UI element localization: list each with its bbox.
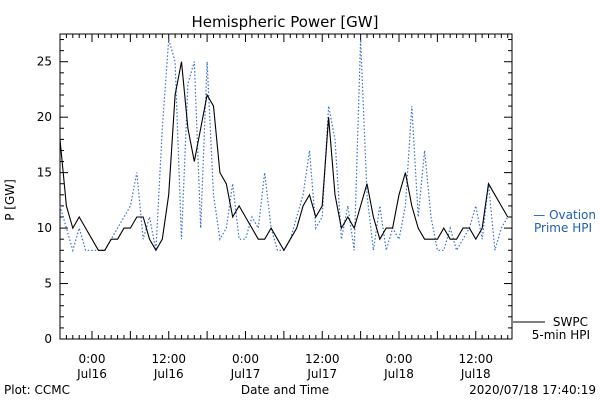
y-axis: 0 5 10 15 20 25 xyxy=(37,39,512,346)
plot-area xyxy=(59,39,509,253)
x-tick-label-date: Jul16 xyxy=(153,367,184,381)
y-tick-label: 15 xyxy=(37,166,52,180)
x-tick-label-date: Jul16 xyxy=(76,367,107,381)
y-axis-label: P [GW] xyxy=(3,179,17,221)
y-tick-label: 0 xyxy=(44,332,52,346)
x-tick-label-time: 0:00 xyxy=(386,352,413,366)
x-tick-label-time: 0:00 xyxy=(79,352,106,366)
series-line-swpc xyxy=(59,61,509,252)
chart-title: Hemispheric Power [GW] xyxy=(192,13,379,31)
y-tick-label: 10 xyxy=(37,221,52,235)
footer-plot-credit: Plot: CCMC xyxy=(4,383,70,397)
x-axis: 0:00Jul1612:00Jul160:00Jul1712:00Jul170:… xyxy=(65,34,509,381)
y-tick-label: 25 xyxy=(37,55,52,69)
footer-timestamp: 2020/07/18 17:40:19 xyxy=(469,383,596,397)
legend-label-ovation-2: Prime HPI xyxy=(534,221,592,235)
x-tick-label-time: 12:00 xyxy=(305,352,340,366)
x-tick-label-date: Jul18 xyxy=(460,367,491,381)
x-tick-label-time: 12:00 xyxy=(151,352,186,366)
x-tick-label-time: 12:00 xyxy=(458,352,493,366)
legend-label-ovation-1: — Ovation xyxy=(533,208,596,222)
plot-frame xyxy=(59,33,513,340)
x-tick-label-date: Jul17 xyxy=(230,367,261,381)
y-tick-label: 5 xyxy=(44,277,52,291)
x-tick-label-date: Jul18 xyxy=(383,367,414,381)
x-tick-label-time: 0:00 xyxy=(232,352,259,366)
y-tick-label: 20 xyxy=(37,110,52,124)
legend-label-swpc-1: SWPC xyxy=(553,315,588,329)
x-tick-label-date: Jul17 xyxy=(306,367,337,381)
series-line-ovation-prime xyxy=(59,39,509,253)
x-axis-label: Date and Time xyxy=(241,383,329,397)
legend-label-swpc-2: 5-min HPI xyxy=(532,328,590,342)
